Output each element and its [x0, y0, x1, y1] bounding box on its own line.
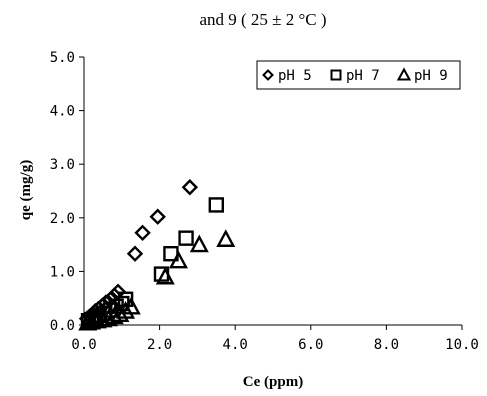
data-point-square — [208, 197, 225, 213]
data-point-diamond — [181, 179, 199, 196]
legend-box — [256, 60, 461, 90]
y-tick-label: 2.0 — [50, 211, 75, 227]
data-point-square — [178, 230, 194, 246]
data-point-diamond — [149, 208, 166, 225]
y-tick-label: 4.0 — [50, 104, 75, 120]
data-point-triangle — [189, 234, 209, 253]
legend-label: pH 5 — [278, 68, 312, 84]
x-tick-label: 0.0 — [71, 337, 96, 353]
data-point-triangle — [216, 229, 236, 247]
y-axis-label: qe (mg/g) — [18, 160, 34, 220]
data-point-triangle — [155, 266, 175, 285]
plot-layer: 0.0 1.0 2.0 3.0 4.0 5.0 0.0 2.0 4.0 6.0 8.0 10.0 — [50, 50, 479, 353]
legend-marker-square — [330, 69, 342, 81]
data-point-triangle — [121, 296, 141, 315]
legend-marker-triangle — [396, 67, 412, 81]
legend: pH 5 pH 7 pH 9 — [256, 60, 461, 90]
x-tick-label: 2.0 — [147, 337, 172, 353]
legend-entry: pH 7 — [330, 68, 380, 84]
x-axis-label: Ce (ppm) — [243, 374, 303, 390]
legend-marker-diamond — [262, 69, 274, 81]
x-tick-label: 6.0 — [298, 337, 323, 353]
chart-title: and 9 ( 25 ± 2 °C ) — [199, 10, 326, 29]
x-tick-label: 10.0 — [445, 337, 479, 353]
legend-label: pH 7 — [346, 68, 380, 84]
legend-entry: pH 9 — [396, 67, 448, 84]
data-point-diamond — [134, 224, 151, 242]
y-tick-label: 3.0 — [50, 157, 75, 173]
data-point-triangle — [99, 308, 119, 327]
y-tick-label: 0.0 — [50, 318, 75, 334]
legend-label: pH 9 — [414, 68, 448, 84]
legend-entry: pH 5 — [262, 68, 312, 84]
data-point-triangle — [168, 250, 189, 269]
x-tick-label: 4.0 — [223, 337, 248, 353]
y-tick-label: 1.0 — [50, 264, 75, 280]
data-point-triangle — [116, 301, 136, 319]
y-tick-label: 5.0 — [50, 50, 75, 66]
data-point-diamond — [126, 245, 144, 262]
x-tick-label: 8.0 — [374, 337, 399, 353]
